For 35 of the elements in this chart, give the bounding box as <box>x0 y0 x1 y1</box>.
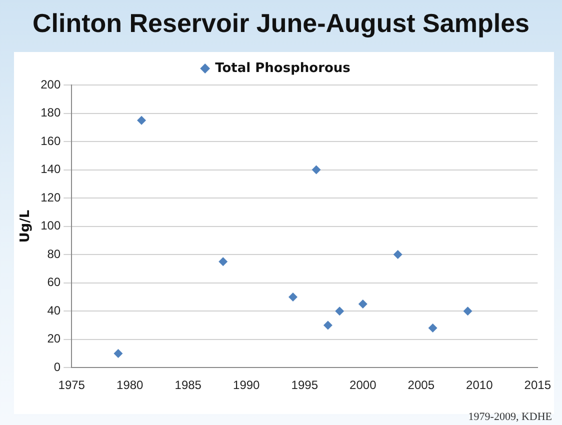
y-tick-label: 40 <box>47 303 61 318</box>
point <box>137 116 146 125</box>
x-tick-label: 2015 <box>524 378 552 392</box>
point <box>393 250 402 260</box>
y-axis-title: Ug/L <box>18 210 34 243</box>
point <box>463 306 472 316</box>
point <box>218 257 228 266</box>
point <box>358 300 368 309</box>
x-tick-label: 2005 <box>408 378 435 392</box>
x-tick-label: 1985 <box>174 378 202 392</box>
chart-title: Clinton Reservoir June-August Samples <box>32 8 530 39</box>
y-tick-label: 180 <box>40 106 61 120</box>
y-tick-label: 200 <box>40 77 61 92</box>
y-tick-label: 60 <box>47 275 61 290</box>
y-tick-label: 120 <box>40 190 61 204</box>
x-tick-label: 2010 <box>466 378 494 392</box>
x-tick-label: 1980 <box>116 378 144 392</box>
point <box>312 165 321 174</box>
text: 1979-2009, KDHE <box>468 411 552 423</box>
y-tick-label: 160 <box>40 134 61 148</box>
point <box>288 292 298 302</box>
y-tick-label: 100 <box>40 218 61 233</box>
y-tick-label: 20 <box>47 332 61 346</box>
x-tick-label: 1995 <box>291 378 318 392</box>
point <box>114 348 123 358</box>
y-tick-label: 80 <box>47 246 61 261</box>
legend-label: Total Phosphorous <box>215 60 351 76</box>
point <box>323 320 332 330</box>
point <box>428 324 438 333</box>
y-tick-label: 140 <box>40 162 61 176</box>
point <box>335 306 344 316</box>
x-tick-label: 1990 <box>233 378 260 392</box>
y-tick-label: 0 <box>54 360 61 374</box>
x-tick-label: 2000 <box>350 378 377 392</box>
x-tick-label: 1975 <box>58 378 86 392</box>
